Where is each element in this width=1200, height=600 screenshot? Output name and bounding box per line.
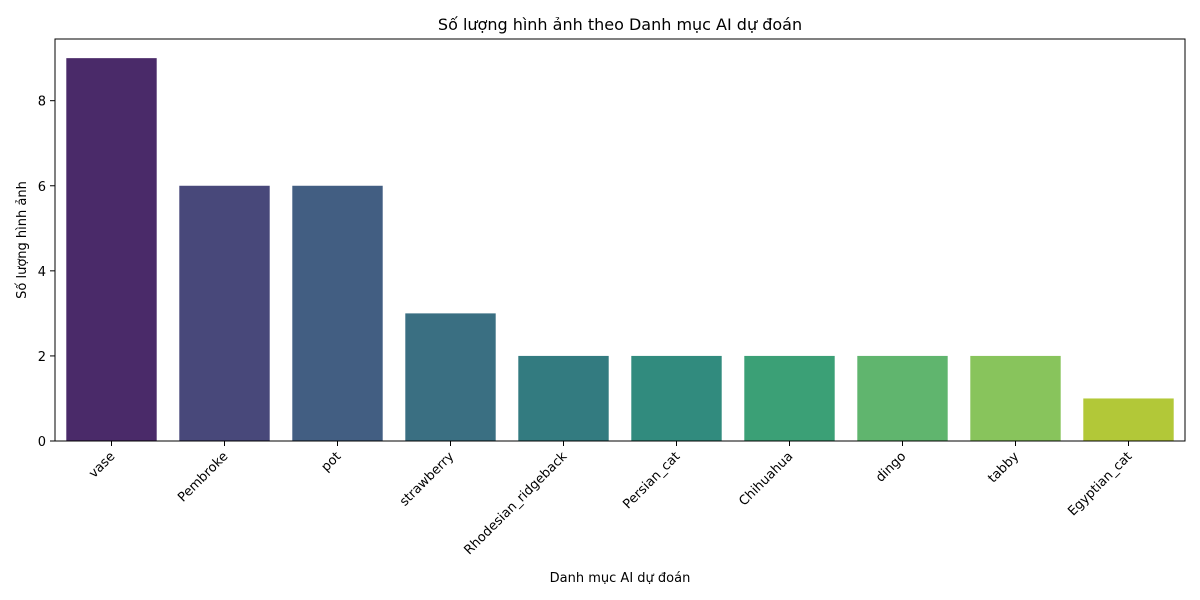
bars-group: [66, 58, 1174, 442]
x-tick-label: dingo: [873, 449, 909, 485]
y-tick-label: 0: [38, 435, 46, 450]
y-axis: 0 2 4 6 8: [38, 95, 55, 450]
x-tick-label: Chihuahua: [736, 449, 796, 509]
bar-tabby: [970, 355, 1061, 441]
x-axis: vase Pembroke pot strawberry Rhodesian_ridge…: [86, 441, 1135, 558]
x-tick-label: strawberry: [397, 449, 457, 509]
x-tick-label: Egyptian_cat: [1065, 449, 1135, 519]
bar-Chihuahua: [744, 355, 835, 441]
bar-vase: [66, 58, 157, 442]
chart-title: Số lượng hình ảnh theo Danh mục AI dự đo…: [438, 15, 802, 34]
x-tick-label: pot: [319, 449, 345, 475]
x-axis-label: Danh mục AI dự đoán: [550, 571, 691, 586]
bar-Egyptian_cat: [1083, 398, 1174, 441]
y-axis-label: Số lượng hình ảnh: [15, 181, 30, 299]
bar-Pembroke: [179, 185, 270, 441]
bar-dingo: [857, 355, 948, 441]
y-tick-label: 4: [38, 265, 46, 280]
x-tick-label: Pembroke: [175, 449, 231, 505]
y-tick-label: 2: [38, 350, 46, 365]
x-tick-label: Rhodesian_ridgeback: [461, 449, 570, 558]
bar-strawberry: [405, 313, 496, 441]
x-tick-label: tabby: [985, 449, 1022, 486]
bar-pot: [292, 185, 383, 441]
bar-Persian_cat: [631, 355, 722, 441]
y-tick-label: 8: [38, 95, 46, 110]
x-tick-label: Persian_cat: [620, 449, 683, 512]
x-tick-label: vase: [86, 449, 118, 481]
y-tick-label: 6: [38, 180, 46, 195]
bar-Rhodesian_ridgeback: [518, 355, 609, 441]
plot-frame: [54, 38, 1186, 442]
